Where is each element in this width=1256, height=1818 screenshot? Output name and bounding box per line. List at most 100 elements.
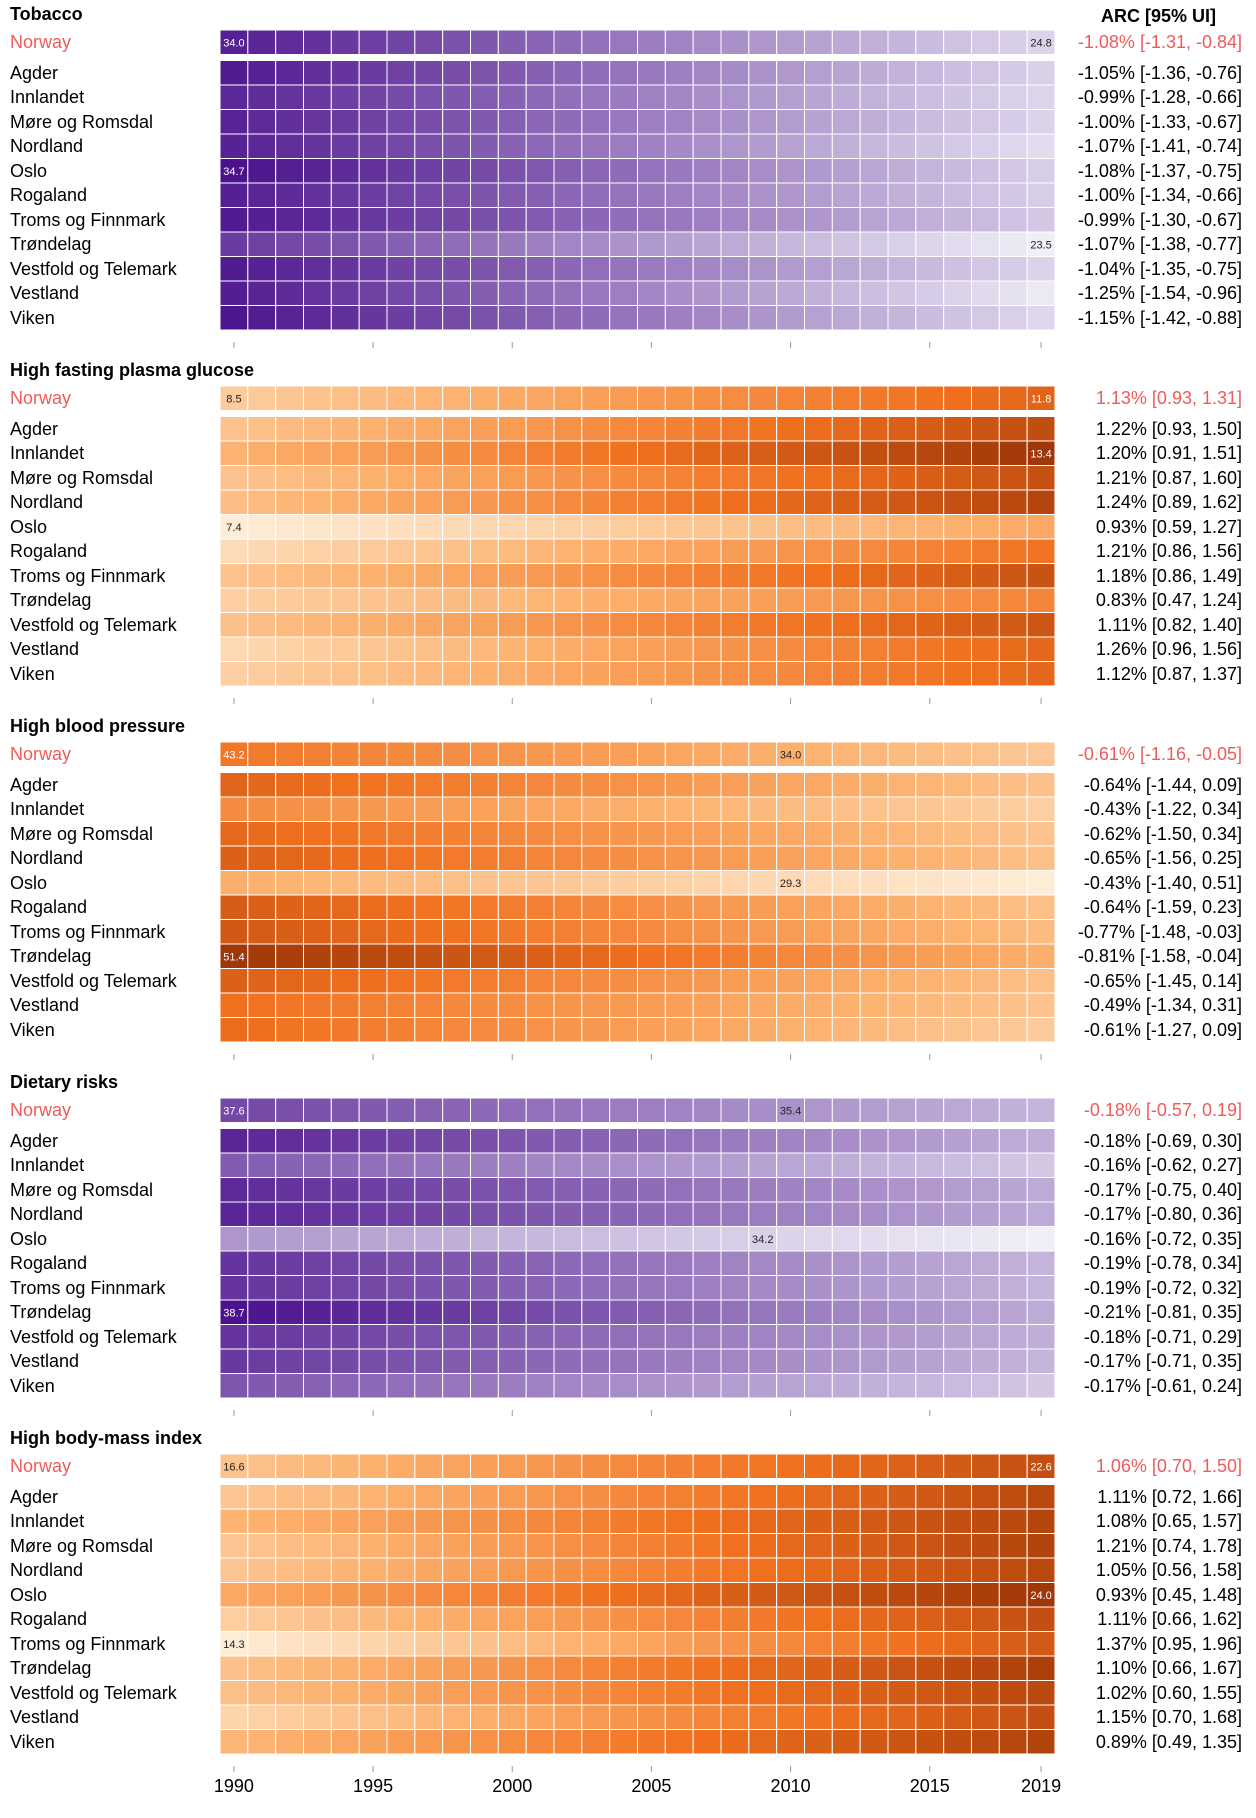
heatmap-cell bbox=[358, 1680, 388, 1706]
heatmap-cell bbox=[553, 1128, 583, 1154]
heatmap-cell bbox=[358, 741, 388, 767]
heatmap-cell bbox=[303, 1128, 332, 1154]
heatmap-cell bbox=[303, 1275, 332, 1301]
heatmap-cell bbox=[247, 280, 277, 306]
heatmap-cell bbox=[720, 1275, 750, 1301]
heatmap-cell bbox=[859, 1177, 889, 1203]
heatmap-cell bbox=[414, 84, 444, 110]
heatmap-cell bbox=[804, 919, 833, 945]
heatmap-cell bbox=[998, 1453, 1028, 1479]
heatmap-cell bbox=[915, 416, 945, 442]
arc-value: -0.17% [-0.71, 0.35] bbox=[1083, 1351, 1242, 1371]
heatmap-cell bbox=[915, 919, 945, 945]
heatmap-cell bbox=[1026, 1680, 1056, 1706]
heatmap-cell bbox=[442, 1250, 472, 1276]
heatmap-cell bbox=[637, 1017, 666, 1043]
heatmap-cell bbox=[804, 1299, 833, 1325]
heatmap-cell bbox=[609, 992, 638, 1018]
heatmap-cell bbox=[442, 256, 472, 282]
heatmap-cell bbox=[748, 821, 778, 847]
heatmap-cell bbox=[247, 1324, 277, 1350]
heatmap-cell bbox=[581, 845, 611, 871]
heatmap-cell bbox=[247, 1453, 277, 1479]
cell-value-label: 43.2 bbox=[223, 749, 244, 761]
heatmap-cell bbox=[776, 1680, 805, 1706]
heatmap-cell bbox=[887, 1606, 917, 1632]
heatmap-cell bbox=[470, 280, 499, 306]
heatmap-cell bbox=[720, 968, 750, 994]
heatmap-cell bbox=[971, 1128, 1000, 1154]
heatmap-cell bbox=[525, 612, 555, 638]
heatmap-cell bbox=[943, 1128, 972, 1154]
heatmap-cell bbox=[247, 563, 277, 589]
heatmap-cell bbox=[470, 1582, 499, 1608]
heatmap-cell bbox=[887, 1508, 917, 1534]
heatmap-cell bbox=[553, 1324, 583, 1350]
heatmap-cell bbox=[637, 845, 666, 871]
national-row-label: Norway bbox=[10, 1100, 72, 1120]
heatmap-cell bbox=[525, 1226, 555, 1252]
heatmap-cell bbox=[831, 1557, 861, 1583]
heatmap-cell bbox=[553, 1606, 583, 1632]
heatmap-cell bbox=[497, 1557, 527, 1583]
arc-value: -0.17% [-0.75, 0.40] bbox=[1083, 1179, 1242, 1200]
heatmap-cell bbox=[470, 992, 499, 1018]
x-tick-label: 2010 bbox=[770, 1776, 811, 1796]
heatmap-cell bbox=[358, 796, 388, 822]
heatmap-cell bbox=[247, 612, 277, 638]
heatmap-cell bbox=[915, 158, 945, 184]
heatmap-cell bbox=[442, 1275, 472, 1301]
heatmap-cell bbox=[330, 84, 360, 110]
heatmap-cell bbox=[275, 514, 305, 540]
heatmap-cell bbox=[386, 1373, 416, 1399]
heatmap-cell bbox=[776, 612, 805, 638]
heatmap-cell bbox=[470, 489, 499, 515]
heatmap-cell bbox=[414, 538, 444, 564]
arc-value: 1.12% [0.87, 1.37] bbox=[1095, 663, 1242, 684]
heatmap-cell bbox=[581, 1348, 611, 1374]
heatmap-cell bbox=[497, 84, 527, 110]
heatmap-cell bbox=[275, 1373, 305, 1399]
heatmap-cell bbox=[442, 968, 472, 994]
heatmap-cell bbox=[943, 821, 972, 847]
heatmap-cell bbox=[497, 1275, 527, 1301]
heatmap-cell bbox=[859, 992, 889, 1018]
heatmap-cell bbox=[275, 919, 305, 945]
arc-value: 1.13% [0.93, 1.31] bbox=[1095, 388, 1242, 408]
heatmap-cell bbox=[386, 109, 416, 135]
heatmap-cell bbox=[637, 538, 666, 564]
heatmap-cell bbox=[275, 992, 305, 1018]
heatmap-cell bbox=[776, 1299, 805, 1325]
heatmap-cell bbox=[831, 489, 861, 515]
heatmap-cell bbox=[664, 416, 694, 442]
heatmap-cell bbox=[414, 894, 444, 920]
heatmap-cell bbox=[275, 1152, 305, 1178]
arc-value: 0.83% [0.47, 1.24] bbox=[1095, 590, 1242, 610]
heatmap-cell bbox=[330, 514, 360, 540]
heatmap-cell bbox=[219, 1201, 249, 1227]
heatmap-cell bbox=[637, 919, 666, 945]
heatmap-cell bbox=[525, 158, 555, 184]
heatmap-cell bbox=[915, 772, 945, 798]
heatmap-cell bbox=[386, 1177, 416, 1203]
heatmap-cell bbox=[247, 1631, 277, 1657]
heatmap-cell bbox=[609, 1152, 638, 1178]
heatmap-cell bbox=[692, 1226, 722, 1252]
heatmap-row bbox=[219, 538, 1056, 564]
heatmap-cell bbox=[998, 1128, 1028, 1154]
heatmap-cell bbox=[859, 845, 889, 871]
heatmap-cell bbox=[386, 1348, 416, 1374]
heatmap-cell bbox=[804, 1704, 833, 1730]
heatmap-cell bbox=[831, 1017, 861, 1043]
heatmap-cell bbox=[943, 894, 972, 920]
heatmap-cell bbox=[1026, 1250, 1056, 1276]
heatmap-cell bbox=[1026, 1631, 1056, 1657]
heatmap-cell bbox=[442, 1097, 472, 1123]
heatmap-cell bbox=[776, 60, 805, 86]
heatmap-cell bbox=[386, 489, 416, 515]
arc-value: -0.64% [-1.44, 0.09] bbox=[1083, 774, 1242, 795]
heatmap-cell bbox=[1026, 182, 1056, 208]
heatmap-cell bbox=[553, 612, 583, 638]
heatmap-cell bbox=[887, 416, 917, 442]
